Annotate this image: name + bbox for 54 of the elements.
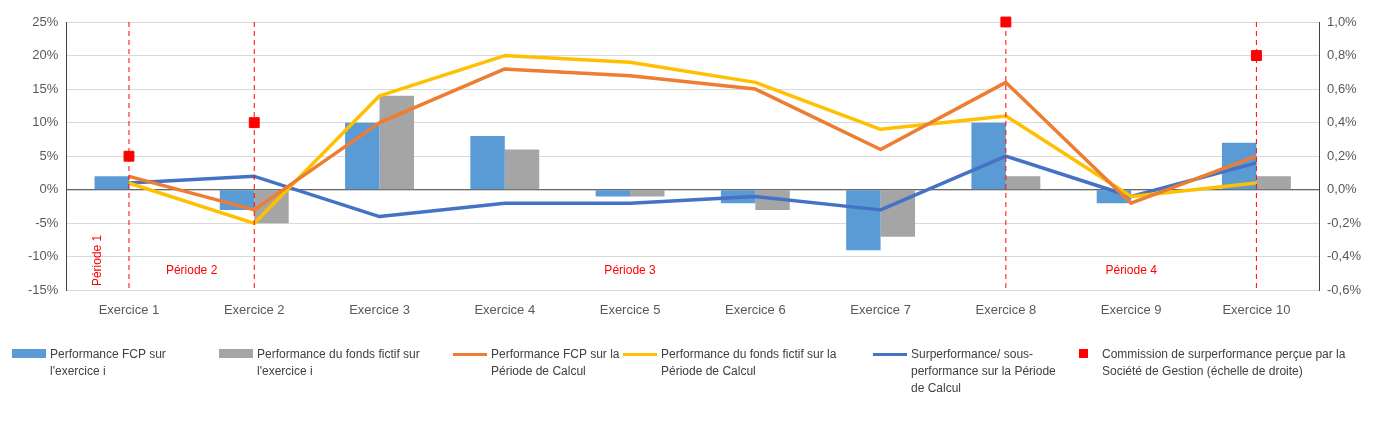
- legend-label: Surperformance/ sous-performance sur la Période de Calcul: [911, 346, 1057, 397]
- x-tick-label: Exercice 4: [474, 301, 536, 317]
- x-tick-label: Exercice 7: [850, 301, 911, 317]
- ref-line-label: Période 2: [165, 262, 218, 277]
- bar: [1005, 176, 1041, 190]
- point: [1250, 50, 1262, 61]
- x-tick-label: Exercice 6: [724, 301, 786, 317]
- bar: [630, 190, 665, 197]
- legend-label: Performance FCP sur la Période de Calcul: [491, 346, 621, 380]
- bar: [345, 122, 380, 190]
- y2-tick-label: -0,4%: [1327, 248, 1362, 264]
- bar: [595, 190, 631, 197]
- ref-line-label: Période 3: [604, 262, 657, 277]
- bar: [379, 95, 414, 190]
- y2-tick-label: -0,6%: [1327, 281, 1362, 297]
- y2-tick-label: 0,0%: [1327, 181, 1358, 197]
- point: [248, 117, 260, 129]
- legend-label: Performance du fonds fictif sur la Période de Calcul: [661, 346, 838, 380]
- y-tick-label: 0%: [39, 181, 59, 197]
- y-tick-label: -10%: [27, 248, 59, 264]
- legend-label: Performance FCP sur l'exercice i: [50, 346, 167, 380]
- y-tick-label: 20%: [32, 47, 59, 63]
- ref-line-label: Période 1: [89, 234, 104, 287]
- y-tick-label: 15%: [32, 80, 59, 96]
- x-tick-label: Exercice 1: [98, 301, 160, 317]
- point: [123, 150, 135, 162]
- legend-label: Commission de surperformance perçue par la Société de Gestion (échelle de droite): [1102, 346, 1347, 380]
- x-tick-label: Exercice 8: [975, 301, 1037, 317]
- bar: [504, 149, 540, 190]
- x-tick-label: Exercice 2: [223, 301, 285, 317]
- ref-line-label: Période 4: [1105, 262, 1158, 277]
- x-tick-label: Exercice 5: [599, 301, 661, 317]
- bar: [1256, 176, 1291, 190]
- point: [1000, 16, 1012, 28]
- legend-label: Performance du fonds fictif sur l'exercice i: [257, 346, 421, 380]
- y-tick-label: -5%: [35, 214, 59, 230]
- y2-tick-label: 0,4%: [1327, 114, 1358, 130]
- y-tick-label: 10%: [32, 114, 59, 130]
- bar: [880, 190, 916, 237]
- y-tick-label: -15%: [27, 281, 59, 297]
- x-tick-label: Exercice 9: [1100, 301, 1162, 317]
- y2-tick-label: 0,8%: [1327, 47, 1358, 63]
- y2-tick-label: 1,0%: [1327, 13, 1358, 29]
- x-tick-label: Exercice 10: [1222, 301, 1291, 317]
- bar: [94, 176, 129, 190]
- y2-tick-label: 0,2%: [1327, 147, 1358, 163]
- x-tick-label: Exercice 3: [349, 301, 410, 317]
- bar: [971, 122, 1006, 190]
- y2-tick-label: 0,6%: [1327, 80, 1358, 96]
- bar: [846, 190, 881, 251]
- y2-tick-label: -0,2%: [1327, 214, 1362, 230]
- y-tick-label: 5%: [39, 147, 59, 163]
- bar: [470, 136, 505, 190]
- y-tick-label: 25%: [32, 13, 59, 29]
